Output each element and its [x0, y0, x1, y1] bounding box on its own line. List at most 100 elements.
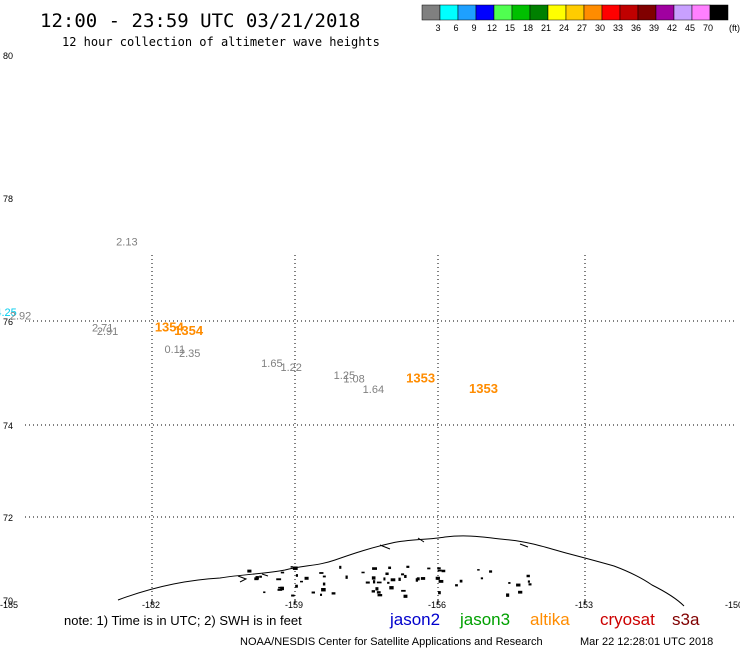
island-mark: [398, 577, 401, 581]
island-mark: [438, 579, 444, 583]
island-mark: [322, 575, 326, 578]
latitude-label: 72: [3, 513, 13, 523]
satellite-name: altika: [530, 610, 570, 629]
color-scale-legend: 3 6 9 12 15 18 21 24 27 30 33 36 39 42 45 70 (ft): [421, 4, 740, 33]
legend-tick-label: 9: [471, 23, 476, 33]
legend-tick-label: 70: [703, 23, 713, 33]
island-mark: [420, 577, 426, 580]
island-mark: [372, 580, 376, 584]
satellite-name: s3a: [672, 610, 700, 629]
wave-height-label: 2.71: [92, 322, 113, 334]
island-mark: [406, 565, 410, 568]
island-mark: [506, 593, 510, 597]
wave-height-label: 2.91: [97, 326, 118, 338]
legend-swatch: [637, 4, 657, 21]
island-mark: [259, 575, 262, 578]
legend-tick-label: 33: [613, 23, 623, 33]
island-mark: [415, 578, 418, 582]
wave-height-label: 1.08: [343, 373, 364, 385]
island-mark: [277, 588, 283, 591]
legend-swatch: [457, 4, 477, 21]
island-mark: [295, 574, 298, 577]
wave-height-label: 1354: [174, 323, 204, 338]
longitude-label: -153: [575, 600, 593, 610]
legend-tick-label: 15: [505, 23, 515, 33]
legend-swatch: [673, 4, 693, 21]
wave-height-label: 0.11: [165, 344, 186, 356]
legend-swatch: [493, 4, 513, 21]
island-mark: [489, 570, 493, 573]
latitude-label: 74: [3, 421, 13, 431]
legend-swatch: [655, 4, 675, 21]
footer-note: note: 1) Time is in UTC; 2) SWH is in fe…: [64, 613, 302, 628]
legend-swatch: [439, 4, 459, 21]
longitude-label: -182: [142, 600, 160, 610]
island-mark: [365, 581, 370, 584]
wave-height-label: 2.92: [10, 310, 31, 322]
coastal-islands: [247, 565, 532, 598]
island-mark: [290, 566, 293, 568]
wave-height-label: 1353: [469, 381, 498, 396]
island-mark: [311, 591, 316, 594]
island-mark: [435, 576, 440, 580]
island-mark: [247, 569, 252, 573]
longitude-label: -156: [428, 600, 446, 610]
latitude-label: 76: [3, 317, 13, 327]
island-mark: [321, 587, 326, 592]
wave-height-observations: 1.661.202.130.413.722.586.713.184.252.92…: [0, 237, 498, 396]
latitude-label: 78: [3, 194, 13, 204]
legend-swatch: [511, 4, 531, 21]
island-mark: [390, 578, 396, 582]
island-mark: [339, 565, 342, 569]
island-mark: [263, 591, 266, 594]
island-mark: [459, 579, 463, 583]
island-mark: [276, 578, 282, 581]
legend-swatch: [619, 4, 639, 21]
wave-height-label: 1353: [406, 370, 435, 385]
island-mark: [371, 576, 376, 580]
island-mark: [375, 587, 379, 591]
island-mark: [389, 586, 394, 590]
timestamp-text: Mar 22 12:28:01 UTC 2018: [580, 636, 713, 648]
legend-tick-label: 3: [435, 23, 440, 33]
island-mark: [437, 569, 442, 572]
satellite-name: jason2: [389, 610, 440, 629]
lat-lon-grid: [25, 255, 737, 600]
legend-swatch: [547, 4, 567, 21]
island-mark: [376, 591, 381, 594]
island-mark: [372, 567, 377, 570]
legend-swatch: [709, 4, 729, 21]
island-mark: [371, 590, 376, 593]
longitude-label: -159: [285, 600, 303, 610]
island-mark: [320, 593, 323, 596]
island-mark: [280, 571, 285, 574]
island-mark: [518, 590, 523, 594]
island-mark: [388, 566, 392, 570]
alaska-coastline: [117, 535, 685, 607]
island-mark: [304, 576, 309, 580]
island-mark: [331, 592, 336, 595]
legend-tick-label: 30: [595, 23, 605, 33]
legend-tick-label: 39: [649, 23, 659, 33]
island-mark: [404, 574, 407, 578]
island-mark: [319, 572, 324, 574]
island-mark: [416, 577, 420, 581]
island-mark: [255, 576, 259, 580]
wave-height-label: 2.13: [116, 237, 137, 249]
legend-swatch: [529, 4, 549, 21]
wave-height-label: 4.25: [0, 307, 17, 319]
island-mark: [527, 580, 530, 583]
island-mark: [528, 583, 532, 586]
longitude-label: -185: [0, 600, 18, 610]
map-title: 12:00 - 23:59 UTC 03/21/2018: [40, 10, 360, 32]
island-mark: [477, 569, 480, 571]
wave-height-label: 1.65: [261, 358, 282, 370]
island-mark: [441, 569, 446, 573]
legend-unit: (ft): [729, 23, 740, 33]
island-mark: [383, 577, 386, 581]
legend-tick-label: 36: [631, 23, 641, 33]
satellite-legend: jason2 jason3 altika cryosat s3a: [389, 610, 700, 629]
island-mark: [427, 567, 431, 570]
island-mark: [480, 577, 484, 580]
island-mark: [401, 589, 406, 592]
